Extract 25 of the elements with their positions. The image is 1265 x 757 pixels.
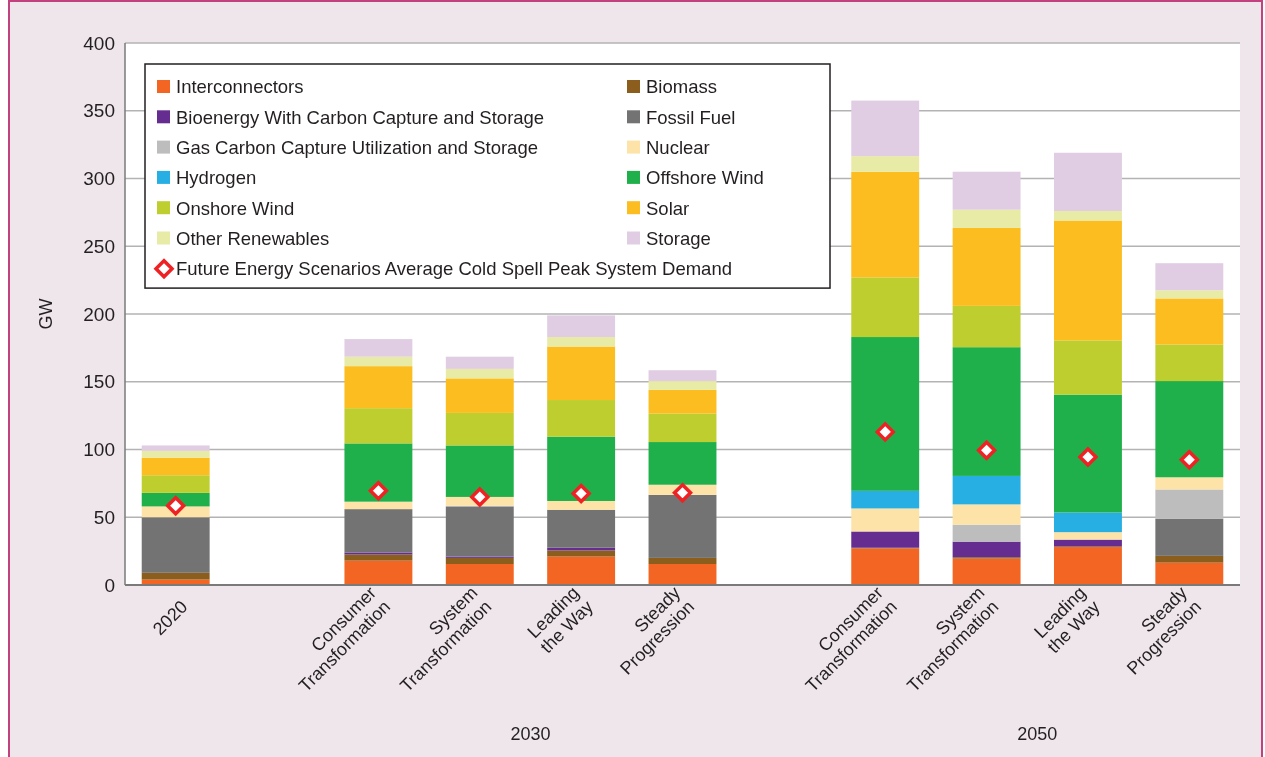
- y-tick-label: 100: [83, 439, 115, 461]
- legend-label: Fossil Fuel: [646, 106, 736, 128]
- legend-label: Solar: [646, 197, 690, 219]
- y-tick-label: 50: [93, 506, 115, 528]
- y-tick-label: 350: [83, 100, 115, 122]
- legend-label: Storage: [646, 227, 711, 249]
- legend-label: Offshore Wind: [646, 167, 764, 189]
- y-tick-label: 300: [83, 168, 115, 190]
- y-tick-label: 200: [83, 303, 115, 325]
- legend-label: Biomass: [646, 76, 717, 98]
- y-tick-label: 150: [83, 371, 115, 393]
- text: 2030: [510, 724, 551, 744]
- legend-label: Hydrogen: [176, 167, 257, 189]
- y-tick-label: 0: [104, 574, 115, 596]
- legend-label: Nuclear: [646, 137, 710, 159]
- text: 2050: [1017, 724, 1058, 744]
- y-tick-label: 250: [83, 235, 115, 257]
- legend-label: Gas Carbon Capture Utilization and Storage: [176, 137, 538, 159]
- y-tick-label: 400: [83, 32, 115, 54]
- legend-label: Bioenergy With Carbon Capture and Storage: [176, 106, 545, 128]
- legend-label: Other Renewables: [176, 227, 330, 249]
- legend-label: Future Energy Scenarios Average Cold Spell Peak System Demand: [176, 258, 732, 280]
- y-axis-title: GW: [36, 298, 56, 330]
- legend-label: Onshore Wind: [176, 197, 295, 219]
- legend-label: Interconnectors: [176, 76, 304, 98]
